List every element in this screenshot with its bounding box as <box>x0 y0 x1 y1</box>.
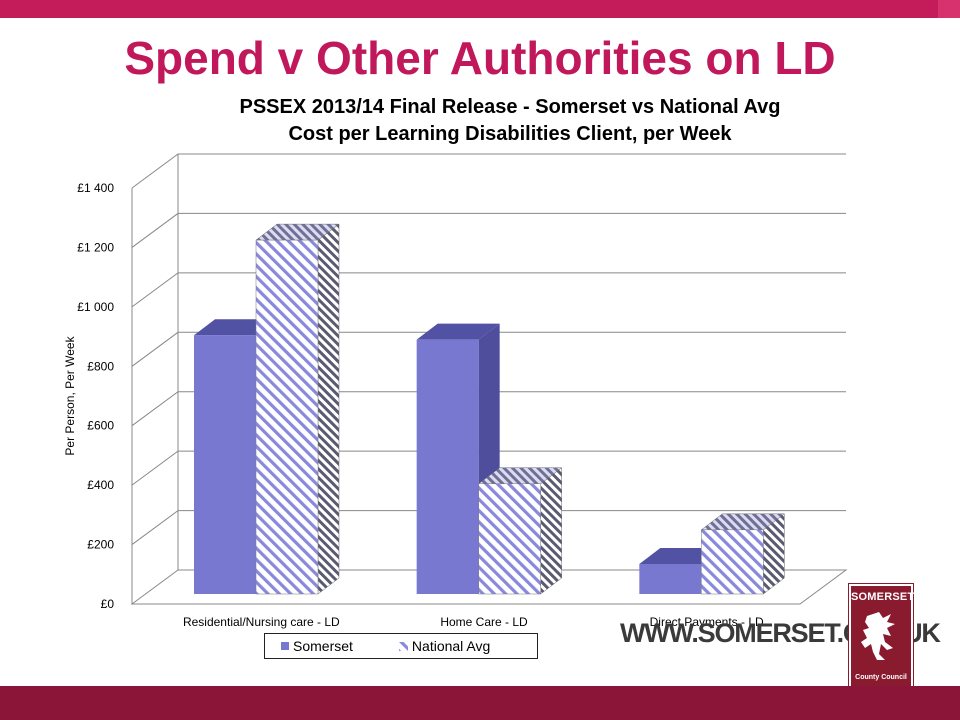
y-tick-label: £1 400 <box>77 181 114 195</box>
bar-side <box>317 223 340 595</box>
gridline <box>131 153 846 189</box>
y-tick-label: £400 <box>87 478 114 492</box>
logo-text-top: SOMERSET <box>851 591 915 603</box>
top-banner-corner <box>938 0 960 18</box>
legend-swatch-national-avg <box>398 641 408 651</box>
y-tick-label: £0 <box>101 597 115 611</box>
chart-title: PSSEX 2013/14 Final Release - Somerset v… <box>130 94 890 148</box>
x-category-label: Residential/Nursing care - LD <box>183 615 340 629</box>
bottom-banner <box>0 686 960 720</box>
legend-item-national-avg: National Avg <box>398 638 491 654</box>
website-url[interactable]: WWW.SOMERSET.GOV.UK <box>620 618 941 648</box>
y-tick-label: £1 200 <box>77 240 114 254</box>
y-tick-label: £1 000 <box>77 300 114 314</box>
x-category-label: Home Care - LD <box>440 615 528 629</box>
top-banner-main <box>0 0 938 18</box>
bar-national-avg-0 <box>255 239 319 595</box>
bar-somerset-0 <box>194 335 256 594</box>
legend-label-somerset: Somerset <box>293 638 353 654</box>
chart-floor <box>130 569 848 605</box>
gridline <box>131 450 846 486</box>
slide-title: Spend v Other Authorities on LD <box>124 32 836 84</box>
chart-grid <box>130 153 848 605</box>
y-tick-label: £600 <box>87 419 114 433</box>
bar-somerset-1 <box>416 339 479 594</box>
bar-side <box>540 467 562 595</box>
logo-text-bottom: County Council <box>855 674 907 681</box>
wyvern-icon <box>861 612 895 660</box>
legend-label-national-avg: National Avg <box>411 638 491 654</box>
legend-swatch-somerset <box>281 642 289 650</box>
gridline <box>131 212 846 248</box>
top-banner <box>0 0 960 18</box>
bar-top <box>416 323 500 340</box>
legend-item-somerset: Somerset <box>281 638 353 654</box>
gridline <box>131 331 846 367</box>
gridline <box>131 391 846 427</box>
x-category-label: Direct Payments - LD <box>650 615 764 629</box>
chart-legend: Somerset National Avg <box>264 633 538 659</box>
y-axis-title: Per Person, Per Week <box>63 335 77 455</box>
bar-national-avg-1 <box>478 483 541 595</box>
gridline <box>131 510 846 545</box>
y-tick-label: £800 <box>87 359 114 373</box>
chart-title-line-1: PSSEX 2013/14 Final Release - Somerset v… <box>239 96 781 118</box>
chart-bars <box>194 223 786 595</box>
chart-labels: £0 £200 £400 £600 £800 £1 000 £1 200 £1 400 Per … <box>63 181 764 629</box>
chart-title-line-2: Cost per Learning Disabilities Client, p… <box>288 123 732 145</box>
bar-somerset-2 <box>639 564 702 594</box>
council-logo: SOMERSET County Council <box>848 583 915 689</box>
bar-national-avg-2 <box>701 529 764 595</box>
y-tick-label: £200 <box>87 538 114 552</box>
gridline <box>131 272 846 308</box>
